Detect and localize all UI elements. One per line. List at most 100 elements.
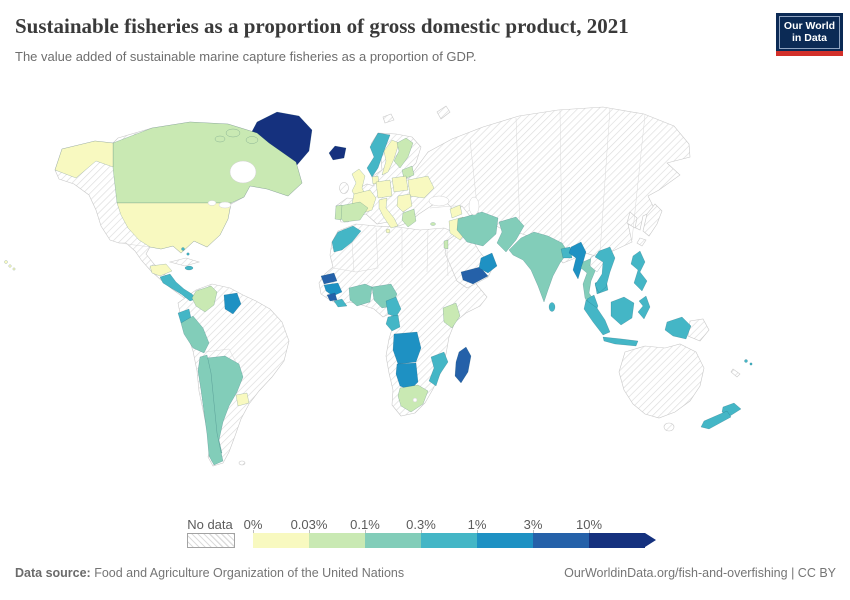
landmass-new-guinea-east [687, 318, 710, 342]
country-south-africa[interactable] [397, 384, 429, 413]
country-pakistan[interactable] [496, 216, 525, 253]
country-group [4, 111, 753, 466]
landmass-tasmania [663, 422, 675, 432]
legend-color-bar [253, 533, 656, 548]
country-hawaii[interactable] [4, 260, 8, 264]
legend-tick-mark [365, 530, 366, 535]
country-java[interactable] [602, 336, 639, 347]
legend-tick-label: 0.1% [350, 517, 380, 532]
country-peru[interactable] [180, 315, 210, 354]
country-germany[interactable] [375, 179, 393, 199]
country-hawaii[interactable] [8, 264, 12, 268]
legend-tick-mark [253, 530, 254, 535]
country-kenya[interactable] [442, 302, 461, 329]
country-norway[interactable] [366, 132, 391, 178]
legend-bin-0-0.03%[interactable] [253, 533, 309, 548]
country-guyana[interactable] [223, 292, 242, 315]
country-gabon[interactable] [385, 314, 401, 332]
country-vietnam[interactable] [594, 246, 616, 294]
landmass-svalbard [382, 113, 395, 124]
country-canada-island[interactable] [214, 135, 226, 143]
country-myanmar[interactable] [568, 241, 587, 280]
country-finland[interactable] [393, 137, 414, 169]
country-iran[interactable] [456, 211, 499, 247]
country-uruguay[interactable] [235, 392, 250, 407]
country-ukraine[interactable] [407, 175, 435, 199]
legend-no-data-swatch[interactable] [187, 533, 235, 548]
footer-link[interactable]: OurWorldinData.org/fish-and-overfishing [564, 566, 788, 580]
country-cyprus[interactable] [430, 222, 436, 226]
country-portugal[interactable] [334, 204, 343, 221]
legend-bin-0.1-0.3%[interactable] [365, 533, 421, 548]
legend-bin-3-10%[interactable] [533, 533, 589, 548]
country-alaska[interactable] [54, 140, 114, 179]
legend-bin-0.3-1%[interactable] [421, 533, 477, 548]
country-borneo[interactable] [610, 296, 635, 326]
country-philippines[interactable] [630, 250, 648, 292]
country-fiji[interactable] [749, 362, 753, 366]
country-usa[interactable] [116, 202, 232, 254]
owid-logo-text: Our World in Data [779, 15, 840, 49]
legend-bin-1-3%[interactable] [477, 533, 533, 548]
country-nz-south[interactable] [700, 410, 732, 430]
landmass-new-caledonia [730, 368, 741, 378]
country-iceland[interactable] [328, 145, 347, 161]
legend-tick-label: 0.3% [406, 517, 436, 532]
country-oman[interactable] [478, 252, 498, 274]
great-lakes [207, 200, 217, 206]
legend-bin->10%[interactable] [589, 533, 645, 548]
country-italy[interactable] [378, 197, 399, 229]
country-canada-island[interactable] [245, 136, 259, 144]
country-guinea[interactable] [323, 282, 343, 297]
country-israel[interactable] [443, 239, 449, 250]
country-fiji[interactable] [744, 359, 748, 363]
country-madagascar[interactable] [454, 346, 472, 384]
footer-license: | CC BY [787, 566, 836, 580]
great-lakes [218, 201, 232, 209]
legend-tick-mark [477, 530, 478, 535]
country-senegal[interactable] [320, 272, 338, 285]
country-sweden[interactable] [381, 139, 400, 176]
legend-tick-labels: 0% 0.03% 0.1% 0.3% 1% 3% 10% [244, 517, 673, 535]
country-cameroon[interactable] [385, 296, 402, 318]
country-yemen[interactable] [460, 266, 489, 285]
country-sri-lanka[interactable] [548, 302, 556, 312]
country-guatemala[interactable] [149, 263, 173, 277]
country-romania[interactable] [396, 193, 413, 213]
country-west-papua[interactable] [664, 316, 692, 340]
country-mozambique[interactable] [428, 351, 449, 387]
country-sulawesi[interactable] [637, 295, 651, 320]
legend-tick-label: 1% [467, 517, 487, 532]
owid-logo[interactable]: Our World in Data [776, 13, 843, 56]
country-bahamas[interactable] [181, 247, 185, 251]
country-ghana-cote-divoire[interactable] [348, 283, 373, 307]
legend-bin-0.03-0.1%[interactable] [309, 533, 365, 548]
landmass-falklands [238, 460, 246, 466]
country-baltics[interactable] [401, 165, 415, 180]
country-hawaii[interactable] [12, 267, 16, 271]
country-canada-island[interactable] [225, 128, 241, 138]
country-chile[interactable] [197, 354, 224, 466]
black-sea [428, 195, 450, 207]
country-greece[interactable] [401, 208, 417, 228]
country-liberia[interactable] [333, 298, 348, 308]
landmass-australia [618, 343, 705, 419]
country-bahamas[interactable] [186, 252, 190, 256]
country-hispaniola[interactable] [184, 265, 194, 271]
country-sicily[interactable] [385, 228, 391, 234]
country-sumatra[interactable] [583, 299, 611, 336]
country-bangladesh[interactable] [560, 246, 573, 259]
country-poland[interactable] [391, 175, 409, 193]
country-india[interactable] [508, 231, 569, 303]
owid-logo-line1: Our World [783, 19, 836, 32]
country-colombia[interactable] [191, 285, 218, 313]
country-sierra-leone[interactable] [326, 292, 338, 302]
country-morocco[interactable] [331, 225, 362, 253]
landmass-japan [642, 203, 663, 237]
country-syria[interactable] [449, 204, 463, 219]
country-central-america[interactable] [159, 273, 197, 302]
country-angola[interactable] [392, 331, 422, 365]
legend-tick-mark [533, 530, 534, 535]
page-title: Sustainable fisheries as a proportion of… [15, 14, 629, 38]
